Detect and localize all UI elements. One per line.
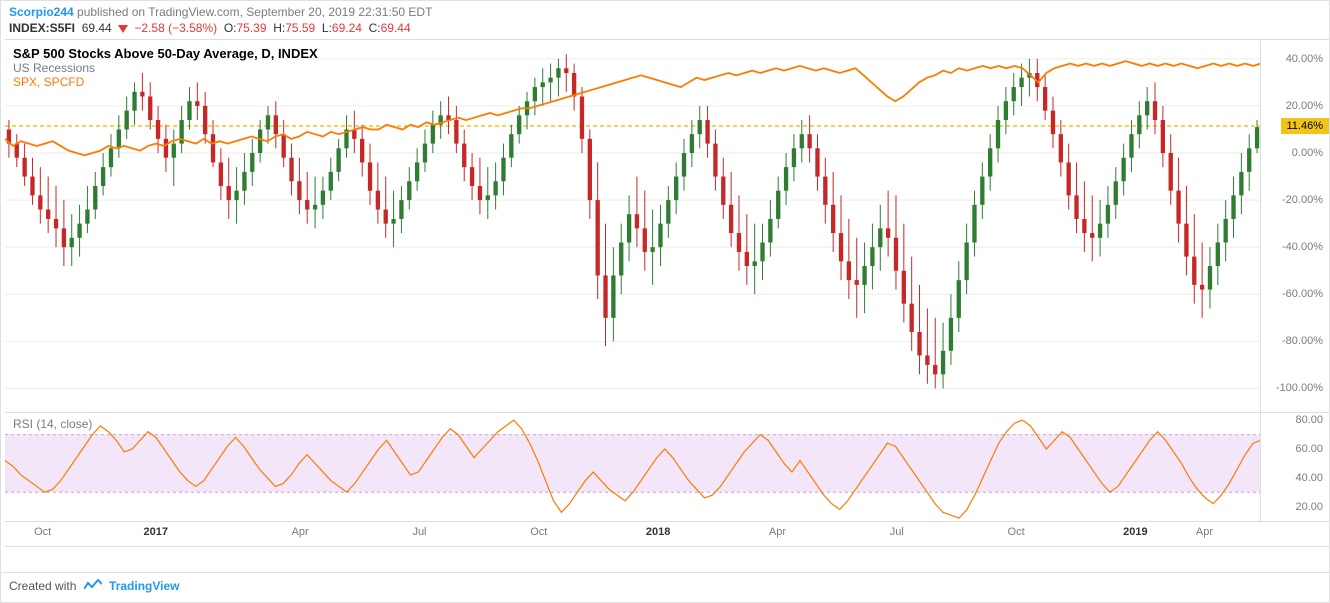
- ohlc-bar: INDEX:S5FI 69.44 −2.58 (−3.58%) O:75.39 …: [1, 19, 1329, 39]
- tradingview-logo-icon: [84, 579, 102, 594]
- y-tick: -60.00%: [1282, 288, 1323, 300]
- x-tick: Apr: [1196, 526, 1213, 538]
- rsi-y-tick: 40.00: [1295, 472, 1323, 484]
- symbol-label: INDEX:S5FI: [9, 21, 75, 35]
- x-tick: Oct: [34, 526, 51, 538]
- publisher-user[interactable]: Scorpio244: [9, 5, 74, 19]
- y-tick: -40.00%: [1282, 241, 1323, 253]
- x-tick: Apr: [769, 526, 786, 538]
- high-value: 75.59: [285, 21, 315, 35]
- main-chart-pane[interactable]: S&P 500 Stocks Above 50-Day Average, D, …: [5, 39, 1329, 413]
- x-tick: Oct: [1008, 526, 1025, 538]
- close-label: C:: [369, 21, 381, 35]
- rsi-y-tick: 80.00: [1295, 414, 1323, 426]
- footer: Created with TradingView: [1, 572, 1329, 602]
- price-line-tag: 11.46%: [1281, 118, 1330, 134]
- main-plot-area: S&P 500 Stocks Above 50-Day Average, D, …: [5, 40, 1261, 412]
- publish-bar: Scorpio244 published on TradingView.com,…: [1, 1, 1329, 19]
- x-tick: 2019: [1123, 526, 1147, 538]
- x-tick: 2017: [143, 526, 167, 538]
- rsi-y-tick: 60.00: [1295, 443, 1323, 455]
- rsi-label: RSI (14, close): [13, 417, 92, 431]
- y-tick: -100.00%: [1276, 382, 1323, 394]
- rsi-y-axis: 80.00 60.00 40.00 20.00: [1260, 413, 1329, 521]
- last-price: 69.44: [82, 21, 112, 35]
- footer-brand[interactable]: TradingView: [109, 579, 179, 593]
- rsi-plot-area: [5, 413, 1261, 521]
- x-tick: Oct: [530, 526, 547, 538]
- y-tick: 0.00%: [1292, 147, 1323, 159]
- change-pct: (−3.58%): [168, 21, 217, 35]
- publish-text: published on TradingView.com, September …: [74, 5, 433, 19]
- chart-container: Scorpio244 published on TradingView.com,…: [0, 0, 1330, 603]
- main-y-axis: 40.00% 20.00% 0.00% -20.00% -40.00% -60.00% -8…: [1260, 40, 1329, 412]
- chart-legend: S&P 500 Stocks Above 50-Day Average, D, …: [13, 46, 318, 89]
- spx-legend: SPX, SPCFD: [13, 75, 318, 89]
- chart-subtitle: US Recessions: [13, 61, 318, 75]
- rsi-pane[interactable]: RSI (14, close) 80.00 60.00 40.00 20.00: [5, 413, 1329, 522]
- high-label: H:: [273, 21, 285, 35]
- x-tick: 2018: [646, 526, 670, 538]
- open-label: O:: [224, 21, 237, 35]
- change-value: −2.58: [134, 21, 164, 35]
- y-tick: 40.00%: [1286, 53, 1323, 65]
- y-tick: -80.00%: [1282, 335, 1323, 347]
- low-label: L:: [322, 21, 332, 35]
- close-value: 69.44: [381, 21, 411, 35]
- x-tick: Jul: [412, 526, 426, 538]
- y-tick: 20.00%: [1286, 100, 1323, 112]
- x-tick: Apr: [292, 526, 309, 538]
- x-tick: Jul: [890, 526, 904, 538]
- chart-title: S&P 500 Stocks Above 50-Day Average, D, …: [13, 46, 318, 61]
- open-value: 75.39: [237, 21, 267, 35]
- rsi-y-tick: 20.00: [1295, 501, 1323, 513]
- down-arrow-icon: [118, 25, 128, 33]
- footer-text: Created with: [9, 579, 80, 593]
- low-value: 69.24: [332, 21, 362, 35]
- x-axis: Oct 2017 Apr Jul Oct 2018 Apr Jul Oct 2019 Apr: [5, 522, 1329, 547]
- y-tick: -20.00%: [1282, 194, 1323, 206]
